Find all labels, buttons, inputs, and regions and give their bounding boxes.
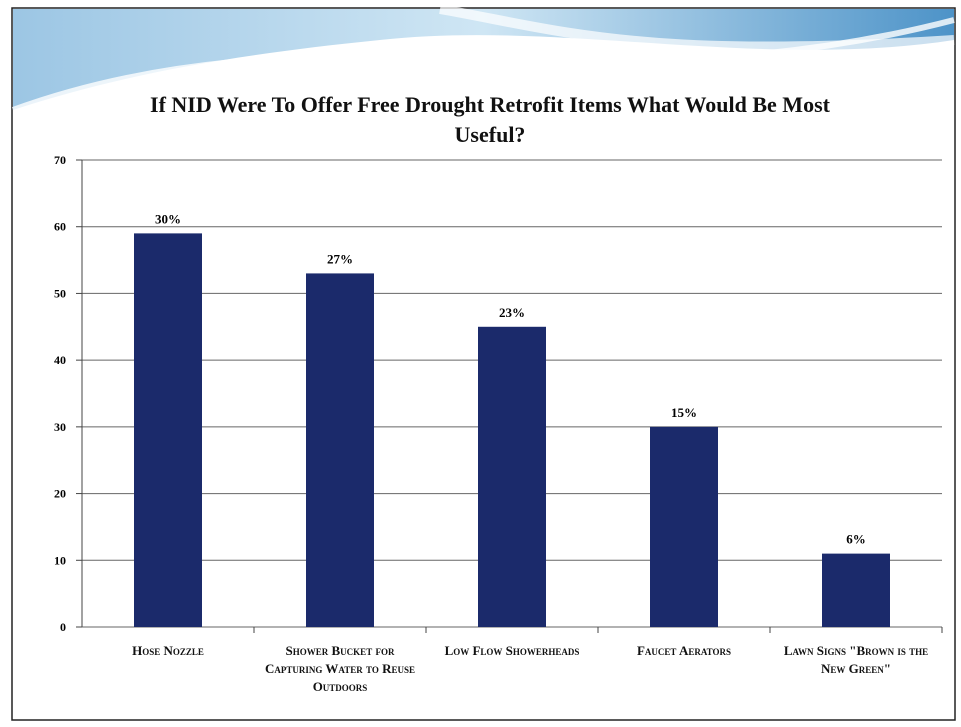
x-tick-label: Hose Nozzle [132,643,204,658]
data-label: 23% [499,305,525,320]
y-tick-label: 60 [54,220,66,234]
data-label: 27% [327,251,353,266]
y-tick-label: 0 [60,620,66,634]
header-swoosh-line [439,4,955,52]
x-tick-label: Faucet Aerators [636,643,732,658]
header-swoosh [13,9,954,110]
y-tick-label: 70 [54,153,66,167]
bar [650,426,718,627]
bar [478,326,546,627]
data-label: 30% [155,211,181,226]
chart-title: If NID Were To Offer Free Drought Retrof… [150,92,830,147]
y-tick-label: 10 [54,553,66,567]
bar [134,233,202,627]
y-tick-label: 20 [54,487,66,501]
y-tick-label: 40 [54,353,66,367]
x-tick-label: Shower Bucket for Capturing Water to Reu… [265,643,415,694]
y-tick-label: 30 [54,420,66,434]
bar [306,273,374,627]
bar [822,553,890,627]
x-tick-label: Lawn Signs "Brown is the New Green" [783,643,929,676]
data-label: 15% [671,405,697,420]
x-tick-label: Low Flow Showerheads [444,643,580,658]
y-tick-label: 50 [54,286,66,300]
data-label: 6% [846,532,866,547]
